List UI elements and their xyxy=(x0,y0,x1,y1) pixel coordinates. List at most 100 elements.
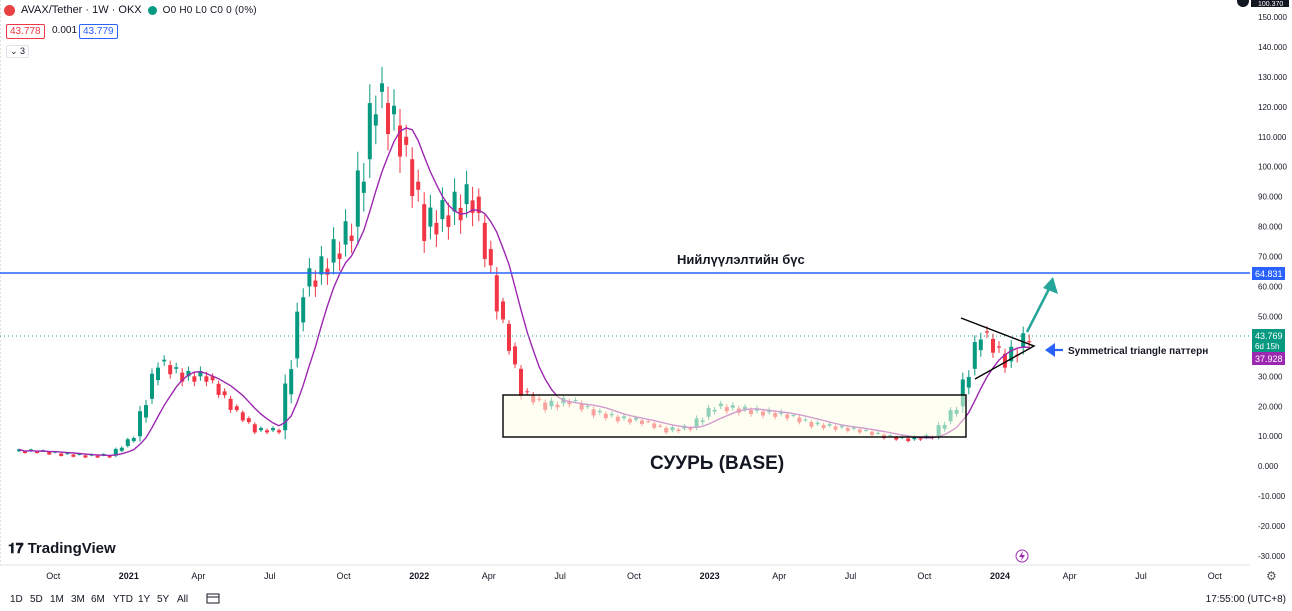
market-status-icon[interactable] xyxy=(147,5,157,15)
last-price-tag-text: 43.769 xyxy=(1255,331,1283,341)
resistance-label: Нийлүүлэлтийн бүс xyxy=(677,252,805,267)
bottom-toolbar: 1D 5D 1M 3M 6M YTD 1Y 5Y All 17:55:00 (U… xyxy=(0,588,1292,611)
symmetrical-triangle[interactable] xyxy=(960,317,1036,380)
candle-body xyxy=(83,455,88,458)
candle-body xyxy=(404,136,409,145)
price-tick-label: -10.000 xyxy=(1258,492,1286,501)
clock-readout[interactable]: 17:55:00 (UTC+8) xyxy=(1205,594,1286,605)
candle-body xyxy=(343,221,348,245)
candle-body xyxy=(301,297,306,323)
candle-body xyxy=(138,411,142,437)
candle-body xyxy=(240,412,245,421)
price-tick-label: 80.000 xyxy=(1258,223,1283,232)
price-tick-label: -20.000 xyxy=(1258,522,1286,531)
candle-body xyxy=(95,455,100,458)
tradingview-logo[interactable]: 𝟏𝟕 TradingView xyxy=(8,540,116,557)
candle-body xyxy=(265,430,269,433)
indicators-toggle[interactable]: ⌄ 3 xyxy=(6,45,30,58)
candle-body xyxy=(1027,341,1032,343)
candle-body xyxy=(452,191,457,212)
time-tick-label: Oct xyxy=(1208,571,1223,581)
price-tick-label: 0.000 xyxy=(1258,462,1279,471)
candle-body xyxy=(198,370,203,377)
time-tick-label: 2024 xyxy=(990,571,1010,581)
candle-body xyxy=(119,447,124,451)
resistance-tag-text: 64.831 xyxy=(1255,269,1283,279)
time-tick-label: 2023 xyxy=(700,571,720,581)
spread-value: 0.001 xyxy=(49,24,81,37)
candle-body xyxy=(416,181,421,190)
candle-body xyxy=(349,235,354,241)
tf-1d[interactable]: 1D xyxy=(10,594,23,605)
lightning-icon[interactable] xyxy=(1015,549,1029,563)
tf-6m[interactable]: 6M xyxy=(91,594,105,605)
ma-tag-text: 37.928 xyxy=(1255,354,1283,364)
candle-body xyxy=(277,430,281,433)
base-zone-box[interactable] xyxy=(502,394,967,438)
sell-price-button[interactable]: 43.778 xyxy=(6,24,45,39)
tf-3m[interactable]: 3M xyxy=(71,594,85,605)
candle-body xyxy=(912,436,917,440)
candle-body xyxy=(17,449,21,452)
buy-price-button[interactable]: 43.779 xyxy=(79,24,118,39)
tf-5y[interactable]: 5Y xyxy=(157,594,170,605)
price-axis-bg xyxy=(1250,0,1292,565)
candle-body xyxy=(71,454,76,457)
candle-body xyxy=(252,424,257,433)
candle-body xyxy=(386,103,390,135)
triangle-label: Symmetrical triangle паттерн xyxy=(1068,346,1208,357)
price-axis[interactable]: 150.000 140.000 130.000 120.000 110.000 100.0… xyxy=(1258,13,1287,561)
price-tick-label: 30.000 xyxy=(1258,372,1283,381)
settings-icon[interactable]: ⚙ xyxy=(1266,569,1277,583)
candle-body xyxy=(113,449,118,456)
time-tick-label: Apr xyxy=(191,571,205,581)
time-axis[interactable]: Oct 2021 Apr Jul Oct 2022 Apr Jul Oct 2023 Apr Jul O… xyxy=(46,571,1222,581)
time-tick-label: Oct xyxy=(627,571,642,581)
tf-5d[interactable]: 5D xyxy=(30,594,43,605)
candle-body xyxy=(428,207,433,227)
candle-body xyxy=(313,280,318,287)
candle-body xyxy=(246,418,251,423)
candle-body xyxy=(168,365,173,375)
top-readout: 100.370 xyxy=(1258,1,1283,8)
candle-body xyxy=(192,376,197,382)
price-tick-label: 10.000 xyxy=(1258,432,1283,441)
tf-all[interactable]: All xyxy=(177,594,189,605)
candle-body xyxy=(307,268,312,287)
date-range-icon[interactable] xyxy=(206,592,220,607)
candle-body xyxy=(470,200,475,213)
last-price-tag xyxy=(1252,329,1285,352)
candle-body xyxy=(47,451,52,455)
candle-body xyxy=(180,372,185,382)
time-tick-label: Oct xyxy=(917,571,932,581)
candle-body xyxy=(295,311,300,359)
top-readout-bg xyxy=(1251,0,1289,7)
ohlc-readout: O0 H0 L0 C0 0 (0%) xyxy=(162,4,257,16)
price-tick-label: 110.000 xyxy=(1258,133,1287,142)
price-tick-label: 60.000 xyxy=(1258,282,1283,291)
candle-body xyxy=(259,428,263,431)
tf-ytd[interactable]: YTD xyxy=(113,594,133,605)
candle-body xyxy=(966,376,971,388)
candle-body xyxy=(77,453,82,455)
candle-body xyxy=(125,439,130,446)
candle-body xyxy=(972,342,977,369)
avax-logo-icon xyxy=(4,4,15,16)
candle-body xyxy=(228,398,233,410)
candle-body xyxy=(216,383,221,395)
price-tick-label: 20.000 xyxy=(1258,402,1283,411)
tf-1y[interactable]: 1Y xyxy=(138,594,151,605)
candle-body xyxy=(398,125,402,157)
candle-body xyxy=(894,436,899,440)
tf-1m[interactable]: 1M xyxy=(50,594,64,605)
candle-body xyxy=(234,406,239,411)
timer-icon[interactable] xyxy=(1237,0,1249,7)
time-tick-label: Apr xyxy=(772,571,786,581)
candle-body xyxy=(476,196,481,213)
time-tick-label: Oct xyxy=(337,571,352,581)
candle-body xyxy=(380,83,384,92)
price-tick-label: 50.000 xyxy=(1258,312,1283,321)
price-tick-label: 150.000 xyxy=(1258,13,1287,22)
symbol-title[interactable]: AVAX/Tether · 1W · OKX xyxy=(21,4,142,16)
